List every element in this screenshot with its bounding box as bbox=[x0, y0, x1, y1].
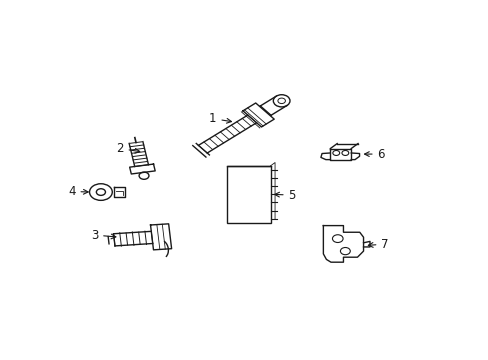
Bar bbox=[226, 166, 270, 223]
Text: 1: 1 bbox=[208, 112, 231, 125]
Text: 6: 6 bbox=[364, 148, 385, 161]
Text: 4: 4 bbox=[68, 185, 88, 198]
Text: 3: 3 bbox=[91, 229, 116, 242]
Text: 7: 7 bbox=[367, 238, 388, 251]
Text: 2: 2 bbox=[116, 142, 140, 155]
Text: 5: 5 bbox=[274, 189, 295, 202]
